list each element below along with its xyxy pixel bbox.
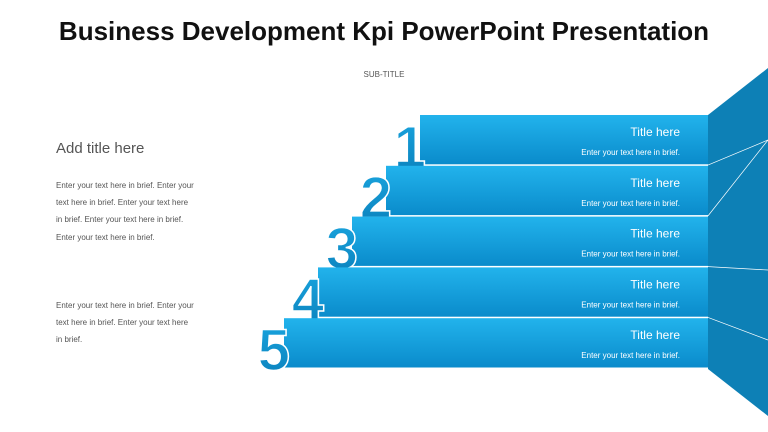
step-bar [352, 216, 708, 266]
step-title: Title here [630, 176, 680, 190]
side-panel [708, 68, 768, 416]
step-text: Enter your text here in brief. [581, 351, 680, 360]
step-text: Enter your text here in brief. [581, 148, 680, 157]
slide-subtitle: SUB-TITLE [363, 70, 405, 79]
separator [707, 139, 768, 166]
step-title: Title here [630, 125, 680, 139]
paragraph: Enter your text here in brief. Enter you… [56, 181, 194, 242]
step-title: Title here [630, 277, 680, 291]
step-bar [386, 165, 708, 216]
step-bar [420, 115, 708, 165]
step-text: Enter your text here in brief. [581, 250, 680, 259]
step-title: Title here [630, 328, 680, 342]
step-title: Title here [630, 227, 680, 241]
step-text: Enter your text here in brief. [581, 199, 680, 208]
paragraph: Enter your text here in brief. Enter you… [56, 301, 194, 345]
separator [707, 139, 768, 217]
slide-title: Business Development Kpi PowerPoint Pres… [58, 16, 710, 46]
step-text: Enter your text here in brief. [581, 300, 680, 309]
left-heading: Add title here [56, 140, 145, 157]
step-number: 5 [258, 318, 290, 383]
step-bar [318, 267, 708, 317]
separator [707, 266, 768, 271]
step-bar [284, 318, 708, 368]
separator [707, 317, 768, 341]
